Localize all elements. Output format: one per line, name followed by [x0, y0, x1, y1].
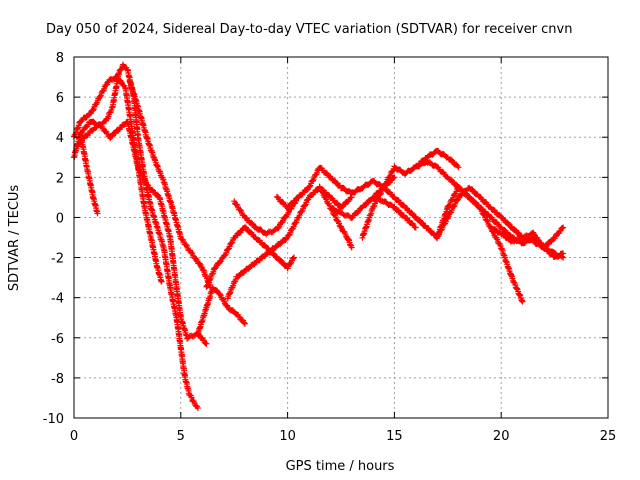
series-track-2 — [71, 73, 165, 285]
y-tick-label: -6 — [51, 332, 64, 347]
chart-title: Day 050 of 2024, Sidereal Day-to-day VTE… — [46, 22, 572, 37]
series-track-12 — [316, 183, 355, 251]
y-tick-label: -10 — [43, 412, 64, 427]
data-point-markers — [487, 224, 567, 260]
data-point-markers — [73, 61, 201, 411]
plot-frame — [73, 56, 609, 419]
x-tick-label: 20 — [493, 429, 510, 444]
x-tick-label: 25 — [600, 429, 617, 444]
y-tick-label: 0 — [56, 211, 64, 226]
series-track-17 — [487, 224, 567, 260]
y-tick-label: 4 — [56, 131, 64, 146]
x-tick-label: 10 — [279, 429, 296, 444]
data-point-markers — [194, 284, 248, 338]
y-tick-label: 2 — [56, 171, 64, 186]
data-point-markers — [224, 184, 355, 302]
series-track-3 — [73, 61, 201, 411]
series-track-4 — [77, 118, 210, 347]
data-point-markers — [71, 130, 101, 217]
x-axis-ticks: 0 5 10 15 20 25 — [70, 57, 616, 444]
y-tick-label: -2 — [51, 252, 64, 267]
data-point-markers — [126, 78, 214, 291]
series-track-6 — [194, 284, 248, 338]
series-track-8 — [224, 184, 355, 302]
y-tick-label: -4 — [51, 292, 64, 307]
series-track-5 — [126, 78, 214, 291]
data-points — [71, 61, 567, 411]
y-axis-ticks: -10 -8 -6 -4 -2 0 2 4 6 8 — [43, 51, 608, 427]
y-tick-label: 6 — [56, 91, 64, 106]
y-tick-label: 8 — [56, 51, 64, 66]
series-track-1 — [71, 130, 101, 217]
y-axis-label: SDTVAR / TECUs — [7, 185, 22, 292]
data-point-markers — [77, 118, 210, 347]
data-point-markers — [316, 183, 355, 251]
x-tick-label: 5 — [177, 429, 185, 444]
data-point-markers — [203, 224, 298, 290]
x-axis-label: GPS time / hours — [286, 459, 395, 474]
x-tick-label: 0 — [70, 429, 78, 444]
y-tick-label: -8 — [51, 372, 64, 387]
grid-lines — [74, 57, 608, 418]
series-track-7 — [203, 224, 298, 290]
data-point-markers — [71, 73, 165, 285]
x-tick-label: 15 — [386, 429, 403, 444]
